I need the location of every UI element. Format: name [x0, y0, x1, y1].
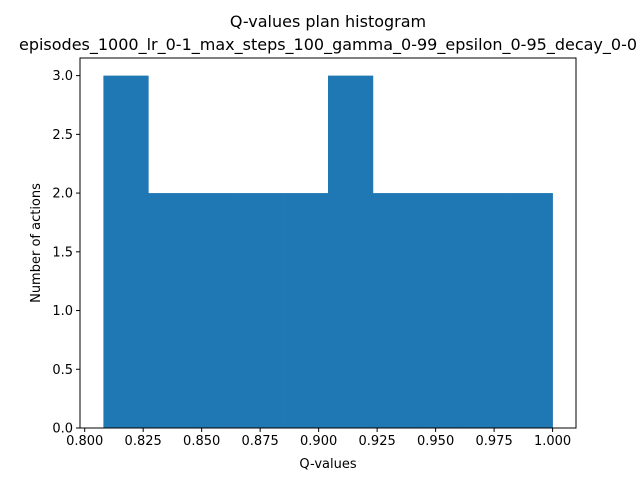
histogram-bar [238, 193, 284, 428]
x-tick-label: 0.825 [125, 434, 162, 449]
histogram-bar [417, 193, 464, 428]
y-tick-label: 0.5 [52, 363, 73, 378]
x-axis-ticks: 0.800 0.825 0.850 0.875 0.900 0.925 0.950 0.975… [66, 428, 571, 449]
histogram-bar [148, 193, 194, 428]
y-tick-label: 1.5 [52, 245, 73, 260]
y-tick-label: 2.5 [52, 128, 73, 143]
y-axis-ticks: 0.0 0.5 1.0 1.5 2.0 2.5 3.0 [52, 69, 80, 437]
plot-area-frame [79, 57, 577, 429]
histogram-bar [103, 75, 149, 429]
histogram-bar [283, 193, 329, 428]
chart-subtitle: episodes_1000_lr_0-1_max_steps_100_gamma… [19, 35, 637, 55]
chart-title: Q-values plan histogram [230, 12, 426, 31]
bars-group [103, 75, 553, 429]
x-tick-label: 0.925 [359, 434, 396, 449]
x-tick-label: 0.875 [242, 434, 279, 449]
histogram-bar [193, 193, 239, 428]
x-tick-label: 0.800 [66, 434, 103, 449]
y-tick-label: 0.0 [52, 422, 73, 437]
histogram-bar [328, 75, 374, 429]
x-tick-label: 1.000 [534, 434, 571, 449]
y-tick-label: 3.0 [52, 69, 73, 84]
y-tick-label: 2.0 [52, 187, 73, 202]
x-tick-label: 0.850 [183, 434, 220, 449]
x-tick-label: 0.950 [417, 434, 454, 449]
x-axis-label: Q-values [299, 457, 356, 472]
x-tick-label: 0.975 [476, 434, 513, 449]
histogram-bar [507, 193, 553, 428]
histogram-bar [462, 193, 508, 428]
y-axis-label: Number of actions [29, 183, 44, 303]
x-tick-label: 0.900 [300, 434, 337, 449]
histogram-bar [372, 193, 419, 428]
y-tick-label: 1.0 [52, 304, 73, 319]
